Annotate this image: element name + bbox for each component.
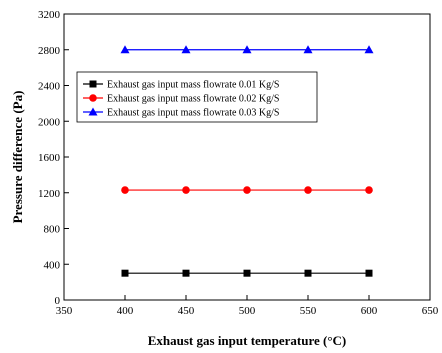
x-axis-title: Exhaust gas input temperature (°C) <box>148 333 347 348</box>
data-point <box>121 269 129 277</box>
x-tick-label: 500 <box>239 305 256 317</box>
legend-label: Exhaust gas input mass flowrate 0.02 Kg/… <box>107 94 279 105</box>
legend-label: Exhaust gas input mass flowrate 0.03 Kg/… <box>107 108 279 119</box>
legend-marker <box>88 107 98 116</box>
y-axis: 0 400 800 1200 1600 2000 2400 2800 3200 <box>38 9 69 307</box>
data-point <box>243 269 251 277</box>
legend-label: Exhaust gas input mass flowrate 0.01 Kg/… <box>107 80 279 91</box>
x-tick-label: 600 <box>361 305 378 317</box>
y-tick-label: 2400 <box>38 81 61 93</box>
data-point <box>365 269 373 277</box>
data-point <box>304 186 312 194</box>
y-tick-label: 2000 <box>38 116 61 128</box>
y-tick-label: 800 <box>44 224 61 236</box>
series-2 <box>121 186 373 194</box>
legend-marker <box>89 94 97 102</box>
series-1 <box>121 269 373 277</box>
x-axis: 350 400 450 500 550 600 650 <box>56 295 439 317</box>
series-layer <box>120 45 374 277</box>
data-point <box>120 45 130 54</box>
x-tick-label: 650 <box>422 305 439 317</box>
data-point <box>181 45 191 54</box>
legend: Exhaust gas input mass flowrate 0.01 Kg/… <box>76 71 318 123</box>
y-tick-label: 2800 <box>38 45 61 57</box>
y-tick-label: 3200 <box>38 9 61 21</box>
data-point <box>365 186 373 194</box>
y-axis-title: Pressure difference (Pa) <box>10 91 25 224</box>
data-point <box>242 45 252 54</box>
data-point <box>121 186 129 194</box>
legend-item-3: Exhaust gas input mass flowrate 0.03 Kg/… <box>83 107 279 119</box>
legend-item-1: Exhaust gas input mass flowrate 0.01 Kg/… <box>83 80 279 91</box>
x-tick-label: 550 <box>300 305 317 317</box>
y-tick-label: 400 <box>44 259 61 271</box>
legend-box <box>76 71 318 123</box>
legend-marker <box>89 80 97 88</box>
data-point <box>304 269 312 277</box>
x-tick-label: 450 <box>178 305 195 317</box>
x-tick-label: 350 <box>56 305 73 317</box>
data-point <box>182 186 190 194</box>
legend-item-2: Exhaust gas input mass flowrate 0.02 Kg/… <box>83 94 279 105</box>
y-tick-label: 1200 <box>38 188 61 200</box>
x-tick-label: 400 <box>117 305 134 317</box>
data-point <box>364 45 374 54</box>
plot-area <box>63 13 431 301</box>
y-tick-label: 0 <box>55 295 61 307</box>
series-3 <box>120 45 374 54</box>
y-tick-label: 1600 <box>38 152 61 164</box>
data-point <box>243 186 251 194</box>
data-point <box>303 45 313 54</box>
data-point <box>182 269 190 277</box>
